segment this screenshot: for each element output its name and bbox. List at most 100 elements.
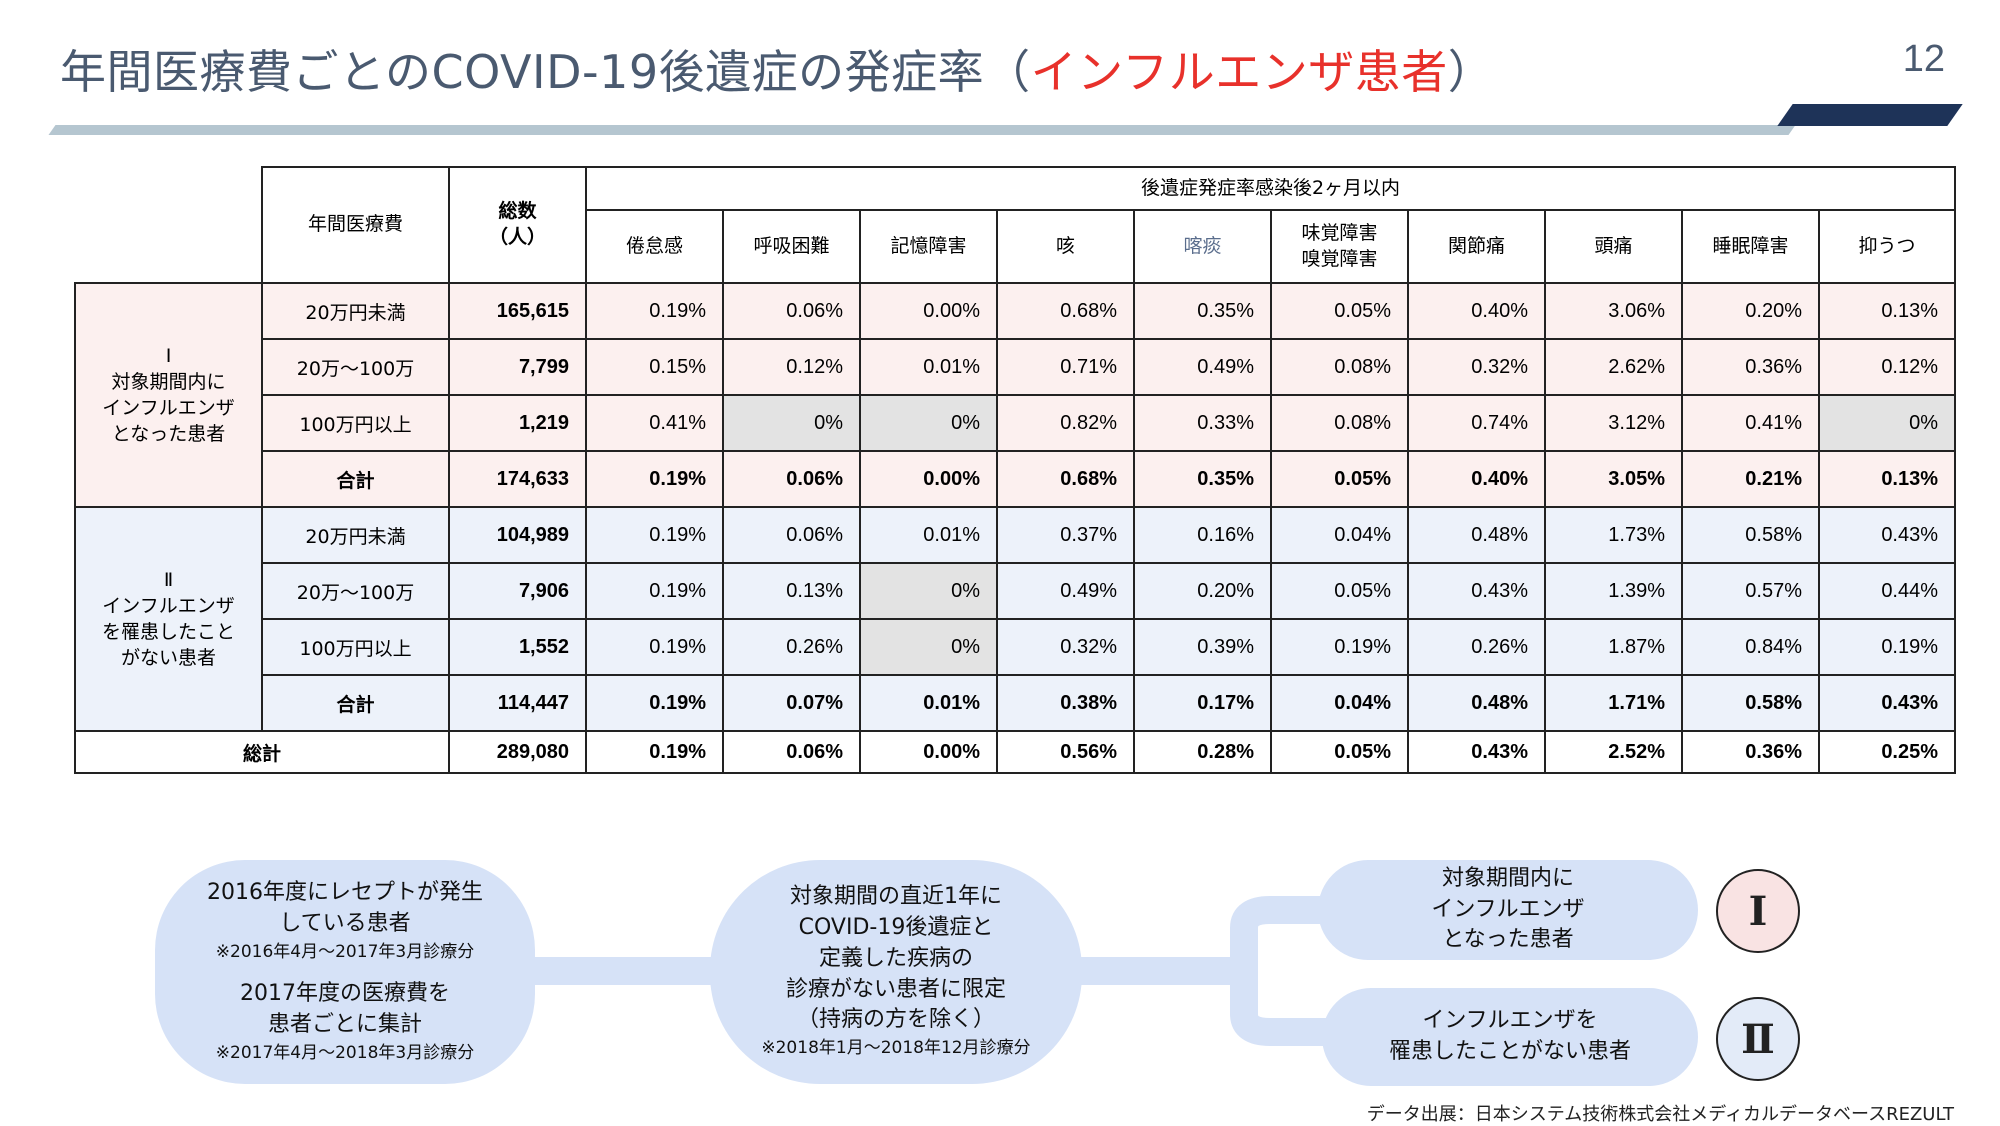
data-source-note: データ出展：日本システム技術株式会社メディカルデータベースREZULT xyxy=(1366,1104,1954,1125)
rate-cell: 0.00% xyxy=(859,282,998,340)
rate-cell: 0.19% xyxy=(585,730,724,774)
patient-count: 174,633 xyxy=(448,450,587,508)
rate-cell: 0.74% xyxy=(1407,394,1546,452)
rate-cell: 0.32% xyxy=(1407,338,1546,396)
flow-outcome-influenza-line3: となった患者 xyxy=(1442,927,1574,953)
rate-cell: 0.19% xyxy=(585,618,724,676)
rate-cell: 0.43% xyxy=(1817,674,1957,732)
rate-cell: 0.32% xyxy=(996,618,1135,676)
rate-cell: 0.82% xyxy=(996,394,1135,452)
rate-cell: 0.40% xyxy=(1407,450,1546,508)
slide-title-main: 年間医療費ごとのCOVID-19後遺症の発症率（ xyxy=(60,45,1031,99)
group-1-label-line1: Ⅰ xyxy=(165,344,172,367)
table-corner xyxy=(75,167,262,210)
rate-cell: 3.05% xyxy=(1544,450,1683,508)
rate-cell: 0.37% xyxy=(996,506,1135,564)
rate-cell: 0.20% xyxy=(1681,282,1820,340)
patient-count: 1,552 xyxy=(448,618,587,676)
rate-cell: 1.73% xyxy=(1544,506,1683,564)
flow-step-receipts-line2: している患者 xyxy=(279,910,411,936)
rate-cell: 0.16% xyxy=(1133,506,1272,564)
table-row-subtotal: 合計 114,447 0.19% 0.07% 0.01% 0.38% 0.17%… xyxy=(75,674,1957,732)
flow-step-receipts-note1: ※2016年4月〜2017年3月診療分 xyxy=(215,941,475,962)
spending-band: 100万円以上 xyxy=(261,394,450,452)
rate-cell: 0.41% xyxy=(585,394,724,452)
table-row: 20万〜100万 7,799 0.15% 0.12% 0.01% 0.71% 0… xyxy=(75,338,1957,396)
rate-cell: 0.36% xyxy=(1681,338,1820,396)
rate-cell: 0.41% xyxy=(1681,394,1820,452)
rate-cell: 0.56% xyxy=(996,730,1135,774)
flow-step-exclusion-line2: COVID-19後遺症と xyxy=(798,915,994,941)
rate-cell: 0.06% xyxy=(722,730,861,774)
header-symptom-line1: 味覚障害 xyxy=(1301,221,1378,244)
rate-cell: 0.58% xyxy=(1681,506,1820,564)
rate-cell: 1.87% xyxy=(1544,618,1683,676)
header-annual-cost: 年間医療費 xyxy=(261,166,450,284)
group-2-label-line4: がない患者 xyxy=(120,647,216,670)
slide-title-close: ） xyxy=(1447,45,1495,99)
rate-cell: 0.44% xyxy=(1817,562,1957,620)
patient-count: 289,080 xyxy=(448,730,587,774)
rate-cell: 0.26% xyxy=(722,618,861,676)
table-row: 20万〜100万 7,906 0.19% 0.13% 0% 0.49% 0.20… xyxy=(75,562,1957,620)
rate-cell: 3.06% xyxy=(1544,282,1683,340)
rate-cell: 0.19% xyxy=(1270,618,1409,676)
header-symptom: 倦怠感 xyxy=(585,209,724,284)
flow-branch-connector xyxy=(1230,896,1390,1046)
rate-cell: 2.52% xyxy=(1544,730,1683,774)
rate-cell: 0.13% xyxy=(1817,450,1957,508)
header-symptom: 睡眠障害 xyxy=(1681,209,1820,284)
rate-cell-zero: 0% xyxy=(722,394,861,452)
page-number: 12 xyxy=(1902,38,1945,80)
header-total-count-line1: 総数 xyxy=(498,200,537,223)
table-row: 100万円以上 1,219 0.41% 0% 0% 0.82% 0.33% 0.… xyxy=(75,394,1957,452)
flow-outcome-no-influenza: インフルエンザを 罹患したことがない患者 xyxy=(1322,988,1698,1086)
rate-cell: 0.49% xyxy=(1133,338,1272,396)
rate-cell: 0.07% xyxy=(722,674,861,732)
table-row: Ⅰ 対象期間内に インフルエンザ となった患者 20万円未満 165,615 0.19… xyxy=(74,282,1957,508)
flow-step-receipts-line4: 患者ごとに集計 xyxy=(267,1011,422,1037)
patient-count: 7,799 xyxy=(448,338,587,396)
group-2-label-line3: を罹患したこと xyxy=(101,621,235,643)
rate-cell: 0.15% xyxy=(585,338,724,396)
header-symptom-line2: 嗅覚障害 xyxy=(1301,247,1378,270)
group-2-label-line2: インフルエンザ xyxy=(102,594,235,617)
flow-step-exclusion-line4: 診療がない患者に限定 xyxy=(785,976,1006,1002)
rate-cell: 0.05% xyxy=(1270,282,1409,340)
flow-step-receipts-line1: 2016年度にレセプトが発生 xyxy=(207,879,483,905)
rate-cell: 0.68% xyxy=(996,450,1135,508)
rate-cell: 0.17% xyxy=(1133,674,1272,732)
rate-cell: 0.08% xyxy=(1270,394,1409,452)
rate-cell: 0.36% xyxy=(1681,730,1820,774)
patient-count: 104,989 xyxy=(448,506,587,564)
flow-step-receipts-line3: 2017年度の医療費を xyxy=(240,981,450,1006)
table-row-grand-total: 総計 289,080 0.19% 0.06% 0.00% 0.56% 0.28%… xyxy=(74,730,1957,774)
rate-cell: 0.43% xyxy=(1817,506,1957,564)
table-corner xyxy=(75,210,262,283)
subtotal-label: 合計 xyxy=(261,450,450,508)
rate-cell: 0.39% xyxy=(1133,618,1272,676)
rate-cell: 0.01% xyxy=(859,674,998,732)
flow-step-exclusion-note: ※2018年1月〜2018年12月診療分 xyxy=(761,1038,1031,1059)
rate-cell-zero: 0% xyxy=(859,394,998,452)
rate-cell: 1.71% xyxy=(1544,674,1683,732)
rate-cell: 0.12% xyxy=(1817,338,1957,396)
rate-cell: 1.39% xyxy=(1544,562,1683,620)
header-total-count: 総数 （人） xyxy=(448,166,587,284)
rate-cell: 0.40% xyxy=(1407,282,1546,340)
header-symptom: 抑うつ xyxy=(1817,209,1957,284)
rate-cell: 0.19% xyxy=(585,562,724,620)
subtotal-label: 合計 xyxy=(261,674,450,732)
spending-band: 100万円以上 xyxy=(261,618,450,676)
header-symptom: 呼吸困難 xyxy=(722,209,861,284)
rate-cell: 0.58% xyxy=(1681,674,1820,732)
flow-connector-right xyxy=(1060,957,1250,985)
header-sequelae-group: 後遺症発症率感染後2ヶ月以内 xyxy=(584,166,1957,211)
patient-count: 165,615 xyxy=(448,282,587,340)
table-row: 100万円以上 1,552 0.19% 0.26% 0% 0.32% 0.39%… xyxy=(75,618,1957,676)
rate-cell: 0.19% xyxy=(585,674,724,732)
flow-step-receipts-note2: ※2017年4月〜2018年3月診療分 xyxy=(215,1042,475,1063)
group-1-label-line4: となった患者 xyxy=(111,423,226,446)
flow-connector-left xyxy=(520,957,740,985)
rate-cell: 3.12% xyxy=(1544,394,1683,452)
